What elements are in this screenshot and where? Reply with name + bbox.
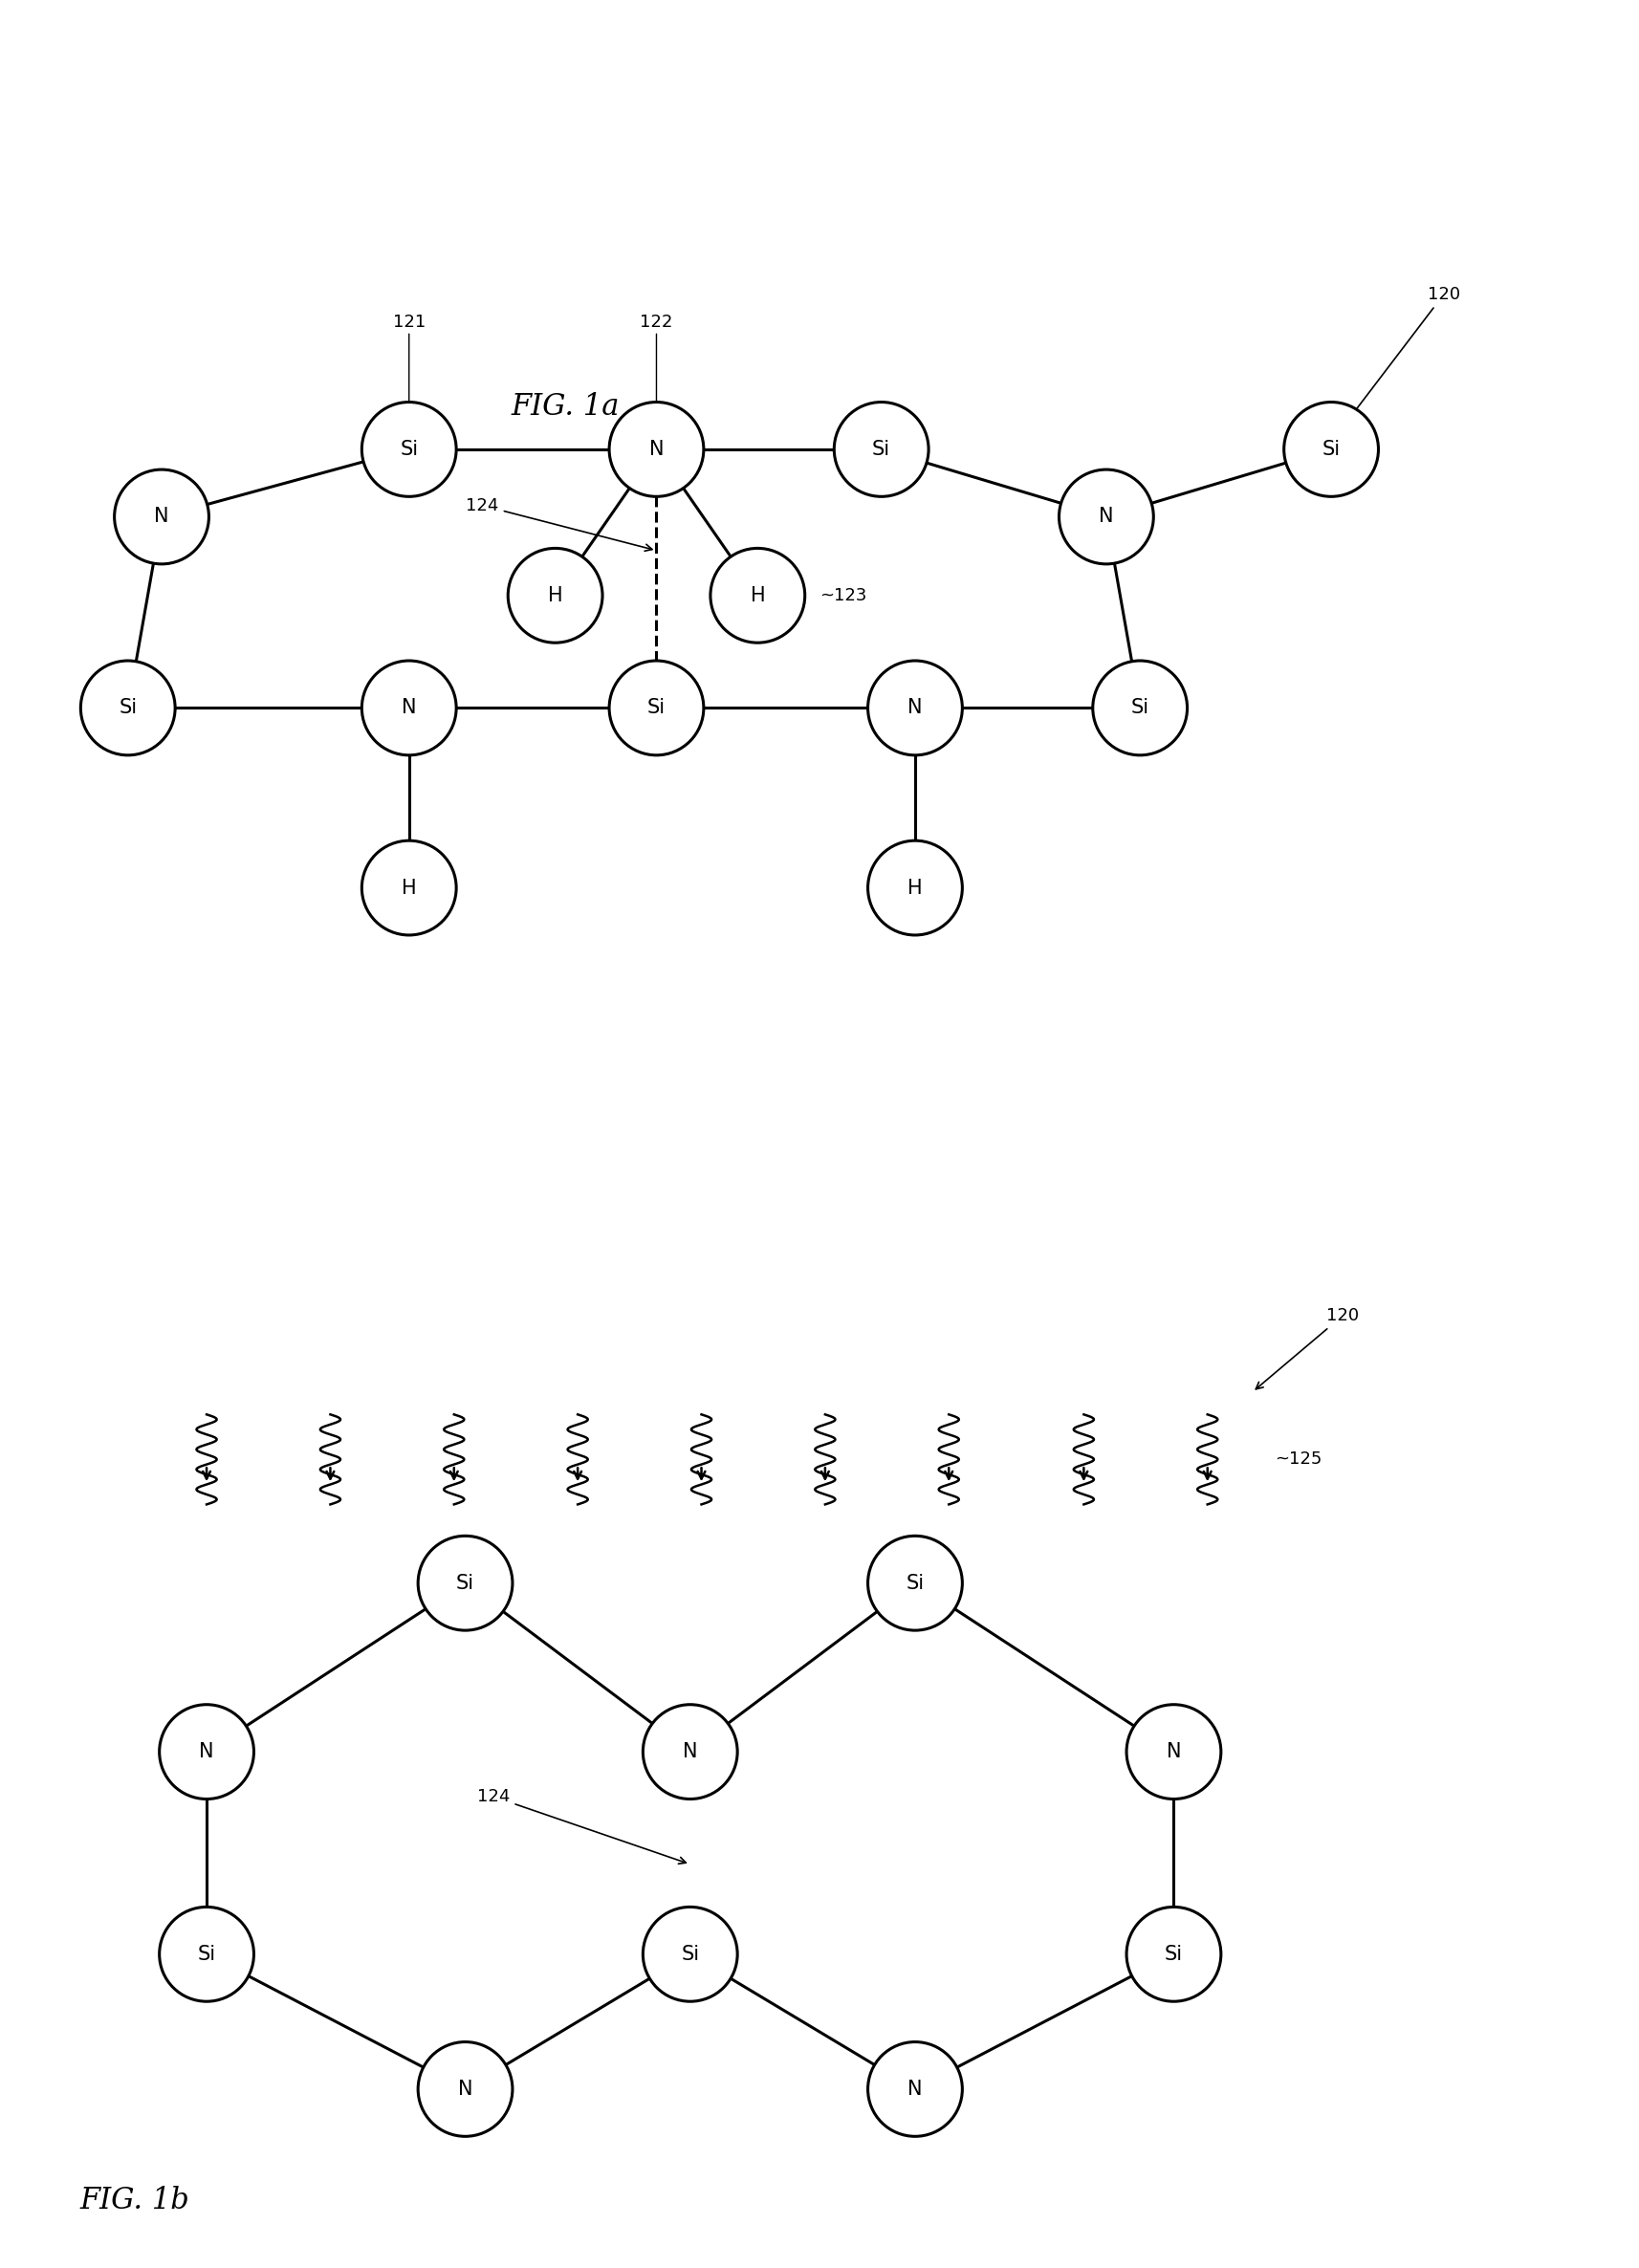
Text: Si: Si [872,440,890,458]
Text: Si: Si [400,440,418,458]
Text: N: N [200,1742,215,1762]
Text: N: N [649,440,664,458]
Text: ~125: ~125 [1275,1452,1323,1467]
Text: Si: Si [456,1574,474,1592]
Text: N: N [402,699,416,717]
Text: H: H [908,878,923,898]
Text: N: N [908,699,923,717]
Text: N: N [1098,508,1113,526]
Circle shape [418,2041,513,2136]
Text: ~123: ~123 [820,587,867,603]
Circle shape [642,1907,738,2000]
Text: N: N [1167,1742,1182,1762]
Circle shape [834,401,929,497]
Circle shape [1126,1706,1221,1799]
Text: Si: Si [647,699,665,717]
Text: FIG. 1a: FIG. 1a [511,392,620,422]
Text: N: N [457,2080,472,2098]
Circle shape [418,1535,513,1631]
Text: H: H [402,878,416,898]
Text: 120: 120 [1311,286,1460,467]
Circle shape [869,660,962,755]
Text: 124: 124 [477,1787,687,1864]
Circle shape [159,1907,254,2000]
Text: Si: Si [118,699,138,717]
Circle shape [508,549,603,642]
Circle shape [159,1706,254,1799]
Circle shape [115,469,208,565]
Circle shape [1059,469,1154,565]
Circle shape [1283,401,1378,497]
Circle shape [610,660,703,755]
Text: Si: Si [1131,699,1149,717]
Text: 124: 124 [465,497,652,551]
Text: Si: Si [906,1574,924,1592]
Text: 120: 120 [1255,1306,1359,1388]
Circle shape [610,401,703,497]
Circle shape [362,401,456,497]
Text: Si: Si [1165,1944,1183,1964]
Text: FIG. 1b: FIG. 1b [80,2186,190,2216]
Text: H: H [751,585,765,606]
Circle shape [362,660,456,755]
Text: N: N [154,508,169,526]
Text: N: N [908,2080,923,2098]
Text: Si: Si [682,1944,700,1964]
Text: 121: 121 [393,313,426,401]
Circle shape [362,841,456,934]
Circle shape [869,2041,962,2136]
Text: H: H [547,585,562,606]
Circle shape [642,1706,738,1799]
Text: 122: 122 [639,313,674,401]
Text: N: N [683,1742,698,1762]
Circle shape [1093,660,1187,755]
Text: Si: Si [197,1944,216,1964]
Circle shape [869,841,962,934]
Circle shape [80,660,175,755]
Circle shape [869,1535,962,1631]
Circle shape [1126,1907,1221,2000]
Text: Si: Si [1323,440,1341,458]
Circle shape [710,549,805,642]
